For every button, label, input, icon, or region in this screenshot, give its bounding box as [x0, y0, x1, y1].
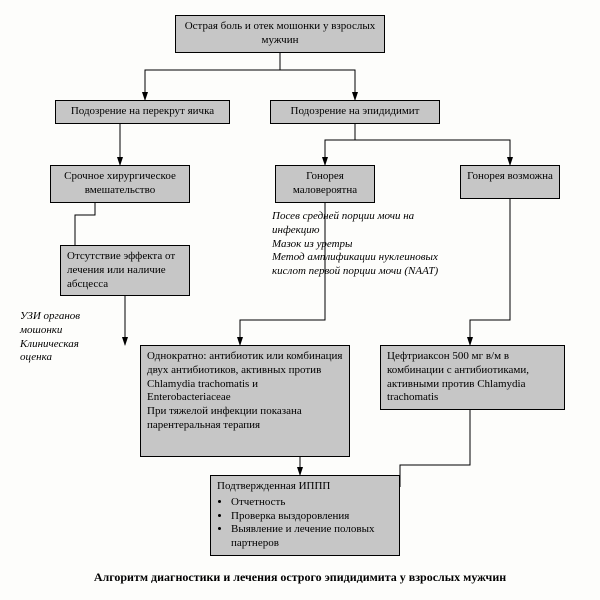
node-torsion: Подозрение на перекрут яичка	[55, 100, 230, 124]
node-gonorrhea-unlikely: Гонорея маловероятна	[275, 165, 375, 203]
text-tests: Посев средней порции мочи на инфекциюМаз…	[272, 210, 462, 279]
node-no-effect: Отсутствие эффекта от лечения или наличи…	[60, 245, 190, 296]
node-epididymitis: Подозрение на эпидидимит	[270, 100, 440, 124]
sti-item: Отчетность	[231, 496, 393, 510]
sti-title: Подтвержденная ИППП	[217, 480, 330, 492]
sti-list: Отчетность Проверка выздоровления Выявле…	[217, 496, 393, 551]
node-root: Острая боль и отек мошонки у взрослых му…	[175, 15, 385, 53]
node-gonorrhea-possible: Гонорея возможна	[460, 165, 560, 199]
node-surgery: Срочное хирургическое вмешательство	[50, 165, 190, 203]
node-antibiotics: Однократно: антибиотик или комбинация дв…	[140, 345, 350, 457]
sti-item: Выявление и лечение половых партнеров	[231, 523, 393, 551]
node-sti-confirmed: Подтвержденная ИППП Отчетность Проверка …	[210, 475, 400, 556]
caption: Алгоритм диагностики и лечения острого э…	[60, 570, 540, 585]
text-uzi: УЗИ органов мошонкиКлиническая оценка	[20, 310, 110, 365]
node-ceftriaxone: Цефтриаксон 500 мг в/м в комбинации с ан…	[380, 345, 565, 410]
sti-item: Проверка выздоровления	[231, 510, 393, 524]
